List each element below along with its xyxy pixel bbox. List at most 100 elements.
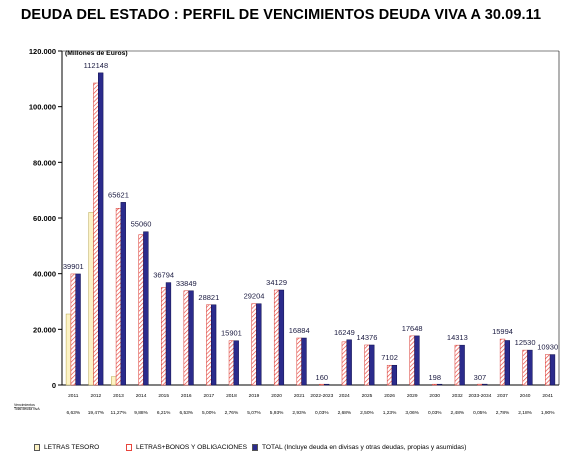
y-tick-label: 40.000 bbox=[33, 270, 56, 279]
legend-swatch-letras-bonos bbox=[126, 444, 132, 451]
data-label: 16249 bbox=[334, 328, 355, 337]
bar-total bbox=[210, 304, 217, 386]
percentage-label: 0,03% bbox=[315, 410, 329, 416]
bar-letras-bonos bbox=[477, 383, 483, 386]
data-label: 29204 bbox=[244, 292, 265, 301]
legend-swatch-letras-tesoro bbox=[34, 444, 40, 451]
percentage-label: 5,07% bbox=[247, 410, 261, 416]
data-label: 14313 bbox=[447, 333, 468, 342]
percentage-label: 2,48% bbox=[451, 410, 465, 416]
chart-legend: LETRAS TESORO LETRAS+BONOS Y OBLIGACIONE… bbox=[30, 441, 560, 461]
percentage-label: 2,50% bbox=[360, 410, 374, 416]
bar-letras-bonos bbox=[432, 383, 438, 386]
data-label: 112148 bbox=[84, 61, 108, 70]
bar-total bbox=[323, 383, 330, 386]
data-label: 17648 bbox=[402, 324, 423, 333]
bar-letras-bonos bbox=[115, 208, 122, 386]
bar-total bbox=[75, 273, 81, 386]
x-tick-label: 2041 bbox=[542, 393, 553, 399]
bar-total bbox=[143, 231, 149, 386]
percentage-label: 2,93% bbox=[292, 410, 306, 416]
bar-total bbox=[482, 383, 488, 386]
x-tick-label: 2024 bbox=[339, 393, 350, 399]
legend-label-total: TOTAL (Incluye deuda en divisas y otras … bbox=[262, 444, 467, 451]
x-tick-label: 2022-2023 bbox=[310, 393, 333, 399]
bar-total bbox=[391, 364, 398, 386]
percentage-label: 19,47% bbox=[88, 410, 105, 416]
bar-letras-bonos bbox=[228, 340, 235, 386]
bar-total bbox=[414, 335, 420, 386]
percentage-label: 2,78% bbox=[496, 410, 510, 416]
data-label: 16884 bbox=[289, 326, 310, 335]
percentage-label: 0,03% bbox=[428, 410, 442, 416]
y-tick-label: 0 bbox=[52, 381, 56, 390]
bar-total bbox=[459, 344, 465, 386]
percentage-label: 1,23% bbox=[383, 410, 397, 416]
data-label: 15994 bbox=[492, 327, 513, 336]
bar-total bbox=[98, 72, 104, 386]
bar-total bbox=[436, 383, 443, 386]
percentage-label: 2,18% bbox=[518, 410, 532, 416]
bar-letras-bonos bbox=[409, 335, 415, 386]
percentage-label: 9,88% bbox=[134, 410, 148, 416]
bar-letras-bonos bbox=[251, 303, 257, 386]
data-label: 7102 bbox=[381, 353, 398, 362]
data-label: 65621 bbox=[108, 190, 129, 199]
data-label: 15901 bbox=[221, 329, 242, 338]
bar-letras-bonos bbox=[161, 287, 167, 386]
x-tick-label: 2020 bbox=[271, 393, 282, 399]
bar-letras-bonos bbox=[93, 82, 99, 386]
footnote-line-2: Total deuda vivA bbox=[14, 407, 40, 411]
legend-label-letras-bonos: LETRAS+BONOS Y OBLIGACIONES bbox=[136, 444, 247, 451]
bar-total bbox=[188, 290, 194, 386]
bar-letras-bonos bbox=[522, 349, 528, 386]
data-label: 33849 bbox=[176, 279, 197, 288]
bar-total bbox=[278, 289, 285, 386]
x-tick-label: 2029 bbox=[407, 393, 418, 399]
x-tick-label: 2014 bbox=[136, 393, 147, 399]
x-tick-label: 2025 bbox=[362, 393, 373, 399]
x-tick-label: 2019 bbox=[249, 393, 260, 399]
data-label: 10930 bbox=[537, 343, 558, 352]
y-tick-label: 60.000 bbox=[33, 214, 56, 223]
x-tick-label: 2016 bbox=[181, 393, 192, 399]
x-tick-label: 2032 bbox=[452, 393, 463, 399]
x-tick-label: 2012 bbox=[91, 393, 102, 399]
data-label: 307 bbox=[474, 373, 487, 382]
bar-letras-bonos bbox=[206, 304, 212, 386]
percentage-label: 2,68% bbox=[338, 410, 352, 416]
data-label: 12530 bbox=[515, 338, 536, 347]
x-tick-label: 2037 bbox=[497, 393, 508, 399]
bar-total bbox=[346, 339, 352, 386]
bar-total bbox=[369, 344, 375, 386]
data-label: 55060 bbox=[131, 220, 152, 229]
x-tick-label: 2015 bbox=[158, 393, 169, 399]
percentage-label: 6,21% bbox=[157, 410, 171, 416]
x-tick-label: 2030 bbox=[429, 393, 440, 399]
bar-letras-bonos bbox=[341, 341, 348, 386]
x-tick-label: 2033-2034 bbox=[468, 393, 491, 399]
legend-item-letras-bonos: LETRAS+BONOS Y OBLIGACIONES bbox=[126, 444, 247, 451]
y-tick-label: 120.000 bbox=[29, 47, 56, 56]
bar-total bbox=[504, 340, 510, 386]
bar-total bbox=[301, 337, 307, 386]
percentage-label: 6,53% bbox=[179, 410, 193, 416]
bar-total bbox=[256, 303, 262, 386]
bar-total bbox=[549, 354, 556, 386]
y-tick-label: 80.000 bbox=[33, 158, 56, 167]
chart-title: DEUDA DEL ESTADO : PERFIL DE VENCIMIENTO… bbox=[20, 7, 542, 23]
percentage-label: 2,76% bbox=[225, 410, 239, 416]
legend-item-letras-tesoro: LETRAS TESORO bbox=[34, 444, 99, 451]
data-label: 14376 bbox=[357, 333, 378, 342]
data-label: 198 bbox=[428, 373, 441, 382]
footnote-line-1: Vencimientos bbox=[14, 403, 35, 407]
percentage-label: 6,63% bbox=[66, 410, 80, 416]
bar-letras-bonos bbox=[499, 338, 506, 386]
percentage-label: 5,00% bbox=[202, 410, 216, 416]
bar-total bbox=[527, 349, 533, 386]
bar-letras-tesoro bbox=[111, 376, 117, 386]
percentage-label: 1,90% bbox=[541, 410, 555, 416]
legend-item-total: TOTAL (Incluye deuda en divisas y otras … bbox=[252, 444, 466, 451]
y-tick-label: 20.000 bbox=[33, 325, 56, 334]
